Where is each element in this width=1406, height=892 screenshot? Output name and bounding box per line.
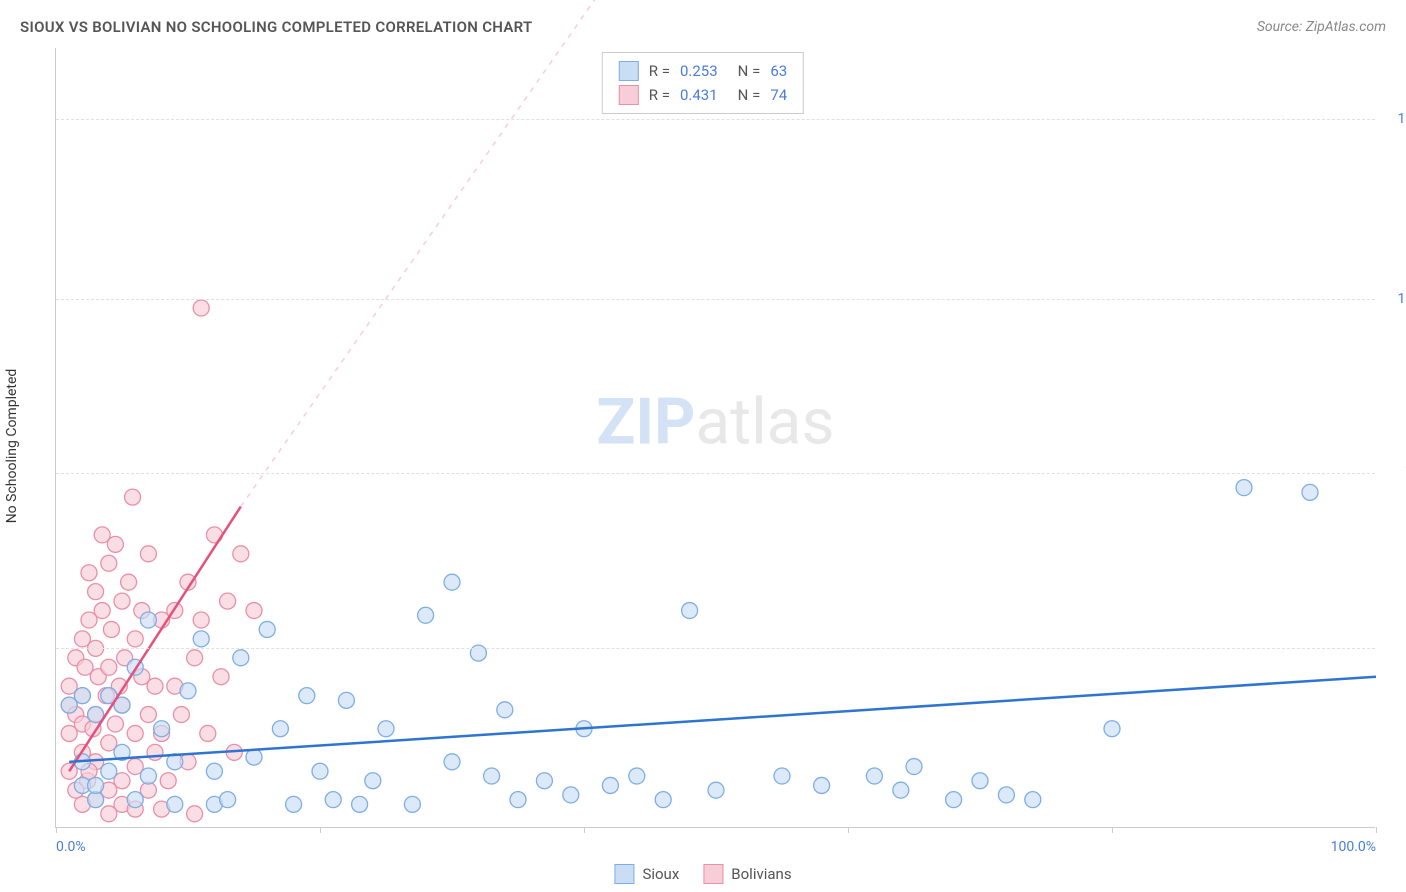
y-tick-label: 3.8% <box>1380 640 1406 656</box>
stats-n-value: 74 <box>770 86 787 104</box>
legend-item: Sioux <box>614 864 679 884</box>
x-tick-mark <box>1112 827 1113 833</box>
legend-label: Bolivians <box>731 865 791 883</box>
gridline <box>56 473 1375 474</box>
stats-r-label: R = <box>649 86 670 104</box>
stats-n-label: N = <box>738 62 761 80</box>
y-tick-label: 11.2% <box>1380 291 1406 307</box>
stats-r-value: 0.431 <box>680 86 718 104</box>
stats-box: R = 0.253 N = 63 R = 0.431 N = 74 <box>602 52 804 114</box>
chart-header: SIOUX VS BOLIVIAN NO SCHOOLING COMPLETED… <box>20 18 1386 36</box>
x-tick-mark <box>56 827 57 833</box>
y-tick-label: 15.0% <box>1380 111 1406 127</box>
stats-n-value: 63 <box>770 62 787 80</box>
x-axis-max-label: 100.0% <box>1331 839 1376 855</box>
legend-swatch <box>614 864 634 884</box>
x-tick-mark <box>1376 827 1377 833</box>
y-tick-label: 7.5% <box>1380 465 1406 481</box>
x-tick-mark <box>320 827 321 833</box>
x-tick-mark <box>848 827 849 833</box>
gridline <box>56 119 1375 120</box>
x-tick-mark <box>584 827 585 833</box>
plot-area: ZIPatlas 3.8%7.5%11.2%15.0%0.0%100.0% <box>55 48 1375 828</box>
legend-item: Bolivians <box>703 864 791 884</box>
plot-svg <box>56 48 1375 827</box>
stats-n-label: N = <box>738 86 761 104</box>
gridline <box>56 299 1375 300</box>
y-axis-label: No Schooling Completed <box>4 369 20 524</box>
legend-label: Sioux <box>642 865 679 883</box>
x-axis-min-label: 0.0% <box>56 839 86 855</box>
legend-swatch <box>703 864 723 884</box>
stats-r-value: 0.253 <box>680 62 718 80</box>
chart-source: Source: ZipAtlas.com <box>1257 19 1386 35</box>
stats-row: R = 0.431 N = 74 <box>619 83 787 107</box>
gridline <box>56 648 1375 649</box>
stats-swatch <box>619 85 639 105</box>
stats-row: R = 0.253 N = 63 <box>619 59 787 83</box>
chart-title: SIOUX VS BOLIVIAN NO SCHOOLING COMPLETED… <box>20 18 533 36</box>
legend: Sioux Bolivians <box>614 864 791 884</box>
stats-r-label: R = <box>649 62 670 80</box>
stats-swatch <box>619 61 639 81</box>
